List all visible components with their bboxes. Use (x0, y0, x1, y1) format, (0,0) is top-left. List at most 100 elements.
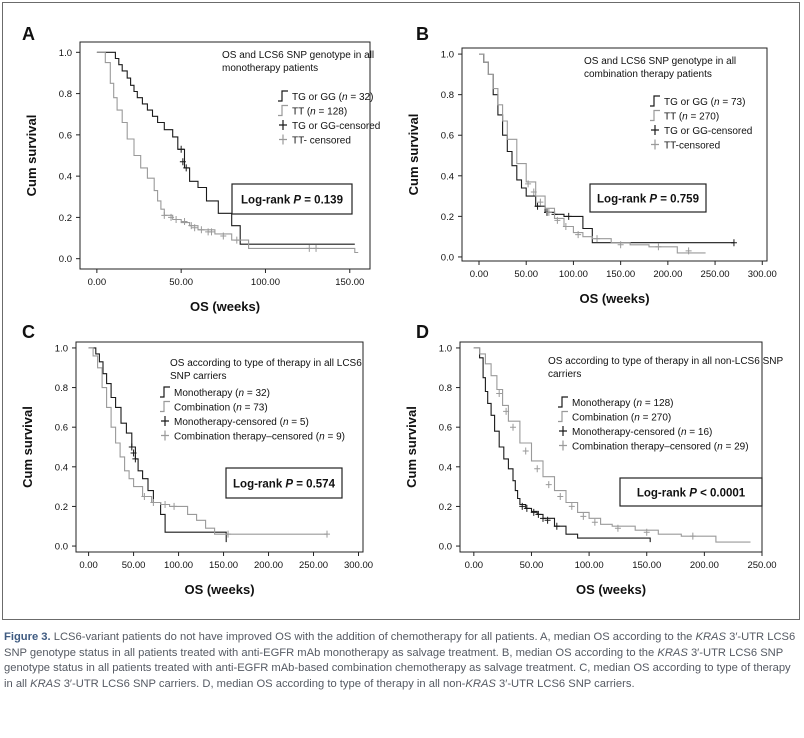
censor-mark (730, 239, 737, 247)
x-tick-label: 0.00 (79, 560, 98, 571)
censor-mark (534, 465, 541, 473)
censor-mark (537, 198, 544, 206)
y-axis-label: Cum survival (406, 114, 421, 196)
log-rank-annotation: Log-rank P = 0.139 (241, 195, 343, 207)
y-tick-label: 0.6 (59, 130, 72, 141)
x-tick-label: 150.00 (209, 560, 238, 571)
log-rank-box (231, 183, 353, 215)
censor-mark (188, 222, 195, 230)
panel-b-title: OS and LCS6 SNP genotype in all combinati… (584, 56, 736, 80)
panel-b-plot-frame (461, 47, 768, 262)
panel-a-letter: A (22, 24, 35, 44)
panel-a-title: OS and LCS6 SNP genotype in all monothera… (222, 50, 374, 74)
censor-mark (233, 236, 240, 244)
panel-a-legend: TG or GG (n = 32) TT (n = 128) TG or GG-ce… (278, 90, 380, 147)
censor-mark (150, 498, 157, 506)
x-tick-label: 300.00 (344, 560, 373, 571)
censor-mark (128, 443, 135, 451)
censor-mark (522, 447, 529, 455)
survival-curve-dark (473, 347, 651, 543)
y-axis-label: Cum survival (24, 115, 39, 197)
panel-d-letter: D (416, 322, 429, 342)
censor-mark (141, 493, 148, 501)
log-rank-annotation: Log-rank P = 0.574 (233, 479, 336, 491)
censor-mark (132, 455, 139, 463)
censor-mark (523, 504, 530, 512)
panel-d: D 0.0 0.2 0.4 0.6 0.8 1.0 0.00 50.00 100.00 150.00… (404, 322, 783, 597)
x-tick-label: 0.00 (465, 560, 484, 571)
x-tick-label: 0.00 (88, 277, 107, 288)
legend-entry: TT- censored (292, 136, 351, 147)
survival-curve-light (88, 347, 327, 535)
legend-entry: Combination therapy–censored (n = 29) (572, 442, 749, 453)
censor-mark (225, 530, 232, 538)
x-tick-label: 100.00 (559, 269, 588, 280)
figure-caption: Figure 3. LCS6-variant patients do not h… (4, 630, 800, 692)
censor-mark (181, 218, 188, 226)
y-tick-label: 1.0 (55, 343, 68, 354)
legend-entry: TT (n = 270) (664, 112, 719, 123)
x-axis-label: OS (weeks) (190, 299, 260, 314)
panel-c-title: OS according to type of therapy in all L… (170, 358, 362, 382)
legend-entry: Monotherapy-censored (n = 5) (174, 417, 309, 428)
censor-mark (643, 528, 650, 536)
survival-curve-light (473, 347, 751, 543)
censor-mark (689, 532, 696, 540)
y-tick-label: 0.0 (59, 254, 72, 265)
censor-mark (530, 508, 537, 516)
x-axis-label: OS (weeks) (576, 582, 646, 597)
censor-mark (544, 516, 551, 524)
x-tick-label: 50.00 (169, 277, 193, 288)
censor-mark (655, 243, 662, 251)
legend-entry: Monotherapy (n = 128) (572, 398, 673, 409)
censor-mark (510, 423, 517, 431)
censor-mark (313, 244, 320, 252)
y-tick-label: 0.2 (441, 212, 454, 223)
panel-b: B 0.0 0.2 0.4 0.6 0.8 1.0 0.00 50.00 100.00 150.00… (406, 24, 777, 306)
survival-curve-light (479, 53, 706, 254)
censor-mark (179, 158, 186, 166)
figure-frame (2, 2, 800, 620)
y-tick-label: 0.4 (439, 462, 452, 473)
legend-entry: TG or GG (n = 32) (292, 92, 373, 103)
y-tick-label: 0.6 (439, 423, 452, 434)
legend-entry: Combination therapy–censored (n = 9) (174, 432, 345, 443)
x-tick-label: 100.00 (575, 560, 604, 571)
y-tick-label: 0.4 (441, 171, 454, 182)
x-tick-label: 50.00 (520, 560, 544, 571)
censor-mark (594, 235, 601, 243)
x-tick-label: 200.00 (690, 560, 719, 571)
survival-curve-dark (479, 53, 734, 244)
x-tick-label: 50.00 (514, 269, 538, 280)
panel-a: A 0.0 0.2 0.4 0.6 0.8 1.0 0.00 50.00 100.00 150.00… (22, 24, 380, 314)
x-tick-label: 150.00 (606, 269, 635, 280)
x-tick-label: 200.00 (254, 560, 283, 571)
censor-mark (530, 188, 537, 196)
x-axis-label: OS (weeks) (579, 291, 649, 306)
log-rank-box (589, 183, 707, 213)
log-rank-box (619, 477, 763, 507)
censor-mark (617, 241, 624, 249)
legend-entry: Monotherapy-censored (n = 16) (572, 427, 712, 438)
x-tick-label: 250.00 (747, 560, 776, 571)
censor-mark (557, 493, 564, 501)
censor-mark (171, 502, 178, 510)
censor-mark (534, 202, 541, 210)
legend-entry: TT (n = 128) (292, 107, 347, 118)
panel-c-legend: Monotherapy (n = 32) Combination (n = 73)… (160, 386, 345, 443)
panel-b-legend: TG or GG (n = 73) TT (n = 270) TG or GG-ce… (650, 95, 752, 152)
legend-entry: TG or GG-censored (292, 121, 380, 132)
y-tick-label: 0.0 (55, 542, 68, 553)
panel-c-plot-frame (75, 341, 364, 553)
y-axis-label: Cum survival (20, 406, 35, 488)
censor-mark (178, 145, 185, 153)
panel-d-title: OS according to type of therapy in all n… (548, 356, 783, 380)
y-tick-label: 0.6 (441, 131, 454, 142)
x-tick-label: 50.00 (122, 560, 146, 571)
y-tick-label: 0.6 (55, 423, 68, 434)
panel-c: C 0.0 0.2 0.4 0.6 0.8 1.0 0.00 50.00 100.00 150.00… (20, 322, 373, 597)
censor-mark (545, 208, 552, 216)
censor-mark (575, 231, 582, 239)
censor-mark (168, 213, 175, 221)
x-tick-label: 100.00 (251, 277, 280, 288)
